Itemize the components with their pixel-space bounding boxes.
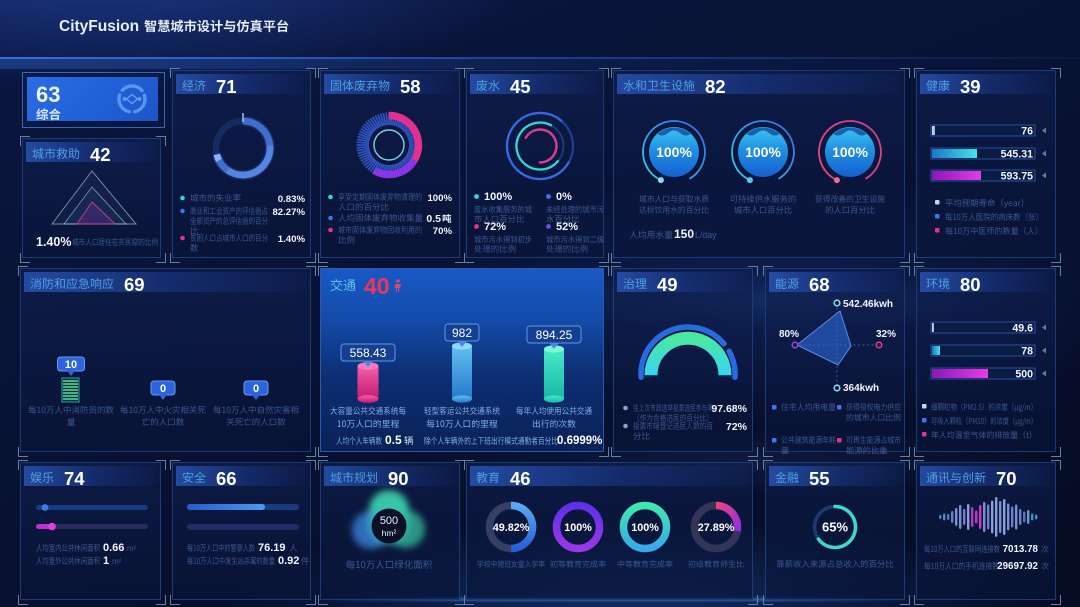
svg-text:894.25: 894.25 bbox=[536, 328, 573, 342]
svg-text:40: 40 bbox=[364, 273, 390, 299]
svg-text:78: 78 bbox=[1021, 346, 1033, 358]
svg-text:100%: 100% bbox=[832, 144, 868, 160]
svg-text:72%: 72% bbox=[484, 221, 506, 233]
svg-text:0.5: 0.5 bbox=[385, 433, 402, 447]
svg-text:100%: 100% bbox=[427, 193, 452, 204]
svg-text:71: 71 bbox=[216, 76, 237, 97]
svg-text:45: 45 bbox=[510, 76, 531, 97]
svg-text:0: 0 bbox=[253, 383, 259, 395]
svg-text:500: 500 bbox=[1015, 369, 1033, 381]
svg-text:1: 1 bbox=[103, 555, 109, 567]
svg-text:70%: 70% bbox=[433, 226, 453, 237]
svg-text:593.75: 593.75 bbox=[1001, 171, 1034, 183]
svg-text:100%: 100% bbox=[484, 191, 512, 203]
svg-text:39: 39 bbox=[960, 76, 981, 97]
svg-text:500: 500 bbox=[380, 515, 398, 527]
svg-text:90: 90 bbox=[388, 468, 409, 489]
svg-text:76: 76 bbox=[1021, 126, 1033, 138]
svg-text:542.46kwh: 542.46kwh bbox=[843, 299, 893, 310]
svg-text:1.40%: 1.40% bbox=[36, 235, 71, 249]
svg-text:42: 42 bbox=[90, 144, 111, 165]
svg-text:82: 82 bbox=[705, 76, 726, 97]
svg-text:100%: 100% bbox=[656, 144, 692, 160]
svg-text:0: 0 bbox=[160, 383, 166, 395]
svg-text:65%: 65% bbox=[822, 520, 848, 535]
svg-text:29697.92: 29697.92 bbox=[997, 561, 1038, 572]
svg-text:82.27%: 82.27% bbox=[272, 207, 305, 218]
svg-text:L/day: L/day bbox=[695, 230, 717, 240]
svg-text:0.83%: 0.83% bbox=[278, 194, 306, 205]
svg-text:0.5: 0.5 bbox=[426, 213, 441, 225]
svg-text:80%: 80% bbox=[779, 329, 799, 340]
svg-text:58: 58 bbox=[400, 76, 421, 97]
svg-text:46: 46 bbox=[510, 468, 531, 489]
svg-text:558.43: 558.43 bbox=[350, 346, 387, 360]
svg-text:32%: 32% bbox=[876, 329, 896, 340]
svg-text:66: 66 bbox=[216, 468, 237, 489]
svg-text:49.6: 49.6 bbox=[1012, 323, 1033, 335]
svg-text:63: 63 bbox=[36, 82, 60, 107]
svg-text:0%: 0% bbox=[556, 191, 572, 203]
svg-text:27.89%: 27.89% bbox=[698, 522, 735, 534]
svg-text:80: 80 bbox=[960, 274, 981, 295]
svg-text:70: 70 bbox=[996, 468, 1017, 489]
svg-text:hm²: hm² bbox=[382, 528, 397, 538]
svg-text:1.40%: 1.40% bbox=[278, 234, 306, 245]
svg-text:97.68%: 97.68% bbox=[711, 403, 747, 415]
svg-text:74: 74 bbox=[64, 468, 85, 489]
svg-text:68: 68 bbox=[809, 274, 830, 295]
svg-text:72%: 72% bbox=[726, 421, 748, 433]
svg-text:100%: 100% bbox=[564, 522, 592, 534]
svg-text:0.6999%: 0.6999% bbox=[557, 435, 602, 447]
svg-text:0.66: 0.66 bbox=[103, 542, 124, 554]
svg-text:545.31: 545.31 bbox=[1001, 149, 1034, 161]
svg-text:CityFusion: CityFusion bbox=[59, 18, 139, 35]
svg-text:76.19: 76.19 bbox=[258, 542, 286, 554]
svg-text:7013.78: 7013.78 bbox=[1003, 544, 1039, 555]
svg-text:100%: 100% bbox=[745, 144, 781, 160]
svg-text:49: 49 bbox=[657, 274, 678, 295]
svg-text:49.82%: 49.82% bbox=[493, 522, 530, 534]
svg-text:10: 10 bbox=[65, 359, 77, 371]
svg-text:52%: 52% bbox=[556, 221, 578, 233]
svg-text:150: 150 bbox=[674, 227, 694, 241]
svg-text:0.92: 0.92 bbox=[278, 555, 299, 567]
svg-text:100%: 100% bbox=[631, 522, 659, 534]
svg-text:m²: m² bbox=[112, 557, 122, 566]
svg-text:982: 982 bbox=[452, 326, 472, 340]
svg-text:55: 55 bbox=[809, 468, 830, 489]
svg-text:364kwh: 364kwh bbox=[843, 383, 879, 394]
svg-text:m²: m² bbox=[127, 544, 137, 553]
svg-text:69: 69 bbox=[124, 274, 145, 295]
